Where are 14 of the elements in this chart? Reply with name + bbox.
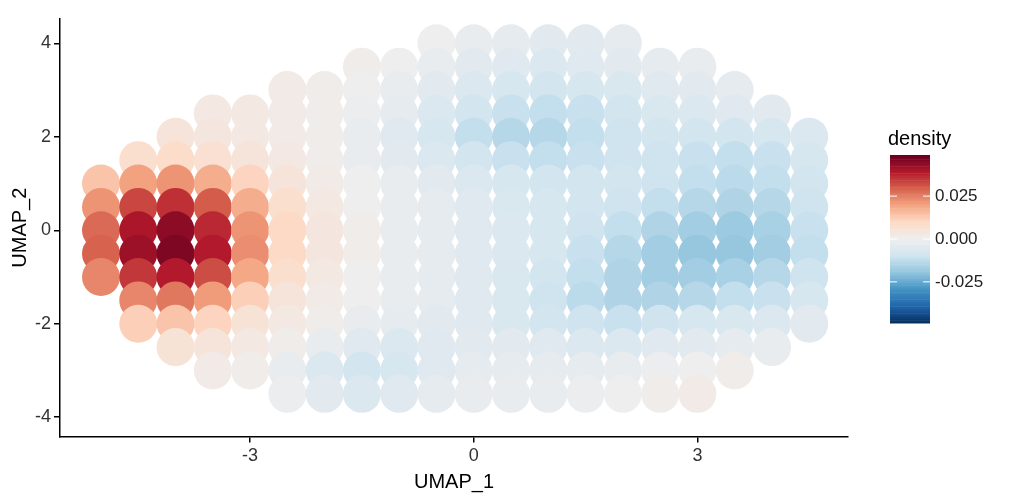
x-tick-label: 0	[468, 445, 479, 466]
y-tick-label: 2	[40, 125, 51, 146]
color-bar-label: 0.000	[935, 228, 978, 248]
y-tick-label: 4	[40, 32, 51, 53]
y-tick-label: -4	[34, 406, 51, 427]
color-bar-title: density	[888, 127, 952, 149]
y-axis-title: UMAP_2	[7, 187, 31, 268]
color-bar-label: -0.025	[935, 271, 984, 291]
x-axis-title: UMAP_1	[413, 469, 495, 493]
x-tick-label: -3	[242, 445, 259, 466]
y-tick-label: 0	[40, 219, 51, 240]
y-tick-label: -2	[34, 312, 51, 333]
x-tick-label: 3	[692, 445, 703, 466]
color-bar-label: 0.025	[935, 185, 978, 205]
